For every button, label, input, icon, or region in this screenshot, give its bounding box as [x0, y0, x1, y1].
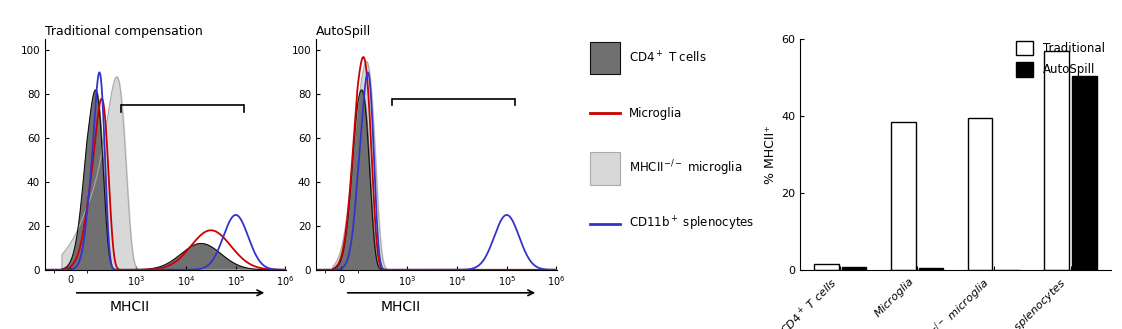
Text: AutoSpill: AutoSpill — [315, 25, 371, 38]
Text: MHCII: MHCII — [380, 300, 421, 314]
Bar — [1073, 76, 1096, 270]
Text: CD4$^+$ T cells: CD4$^+$ T cells — [629, 50, 707, 65]
Bar — [1045, 51, 1069, 270]
Bar — [815, 264, 839, 270]
Text: MHCII: MHCII — [109, 300, 149, 314]
Y-axis label: % MHCII⁺: % MHCII⁺ — [764, 125, 778, 184]
Bar — [891, 122, 916, 270]
Text: CD11b$^+$ splenocytes: CD11b$^+$ splenocytes — [629, 215, 754, 233]
Bar — [968, 118, 992, 270]
Legend: Traditional, AutoSpill: Traditional, AutoSpill — [1015, 41, 1105, 77]
Text: Traditional compensation: Traditional compensation — [45, 25, 203, 38]
Bar — [919, 268, 944, 270]
Bar — [842, 267, 866, 270]
Text: Microglia: Microglia — [629, 107, 682, 120]
Text: MHCII$^{-/-}$ microglia: MHCII$^{-/-}$ microglia — [629, 159, 743, 178]
